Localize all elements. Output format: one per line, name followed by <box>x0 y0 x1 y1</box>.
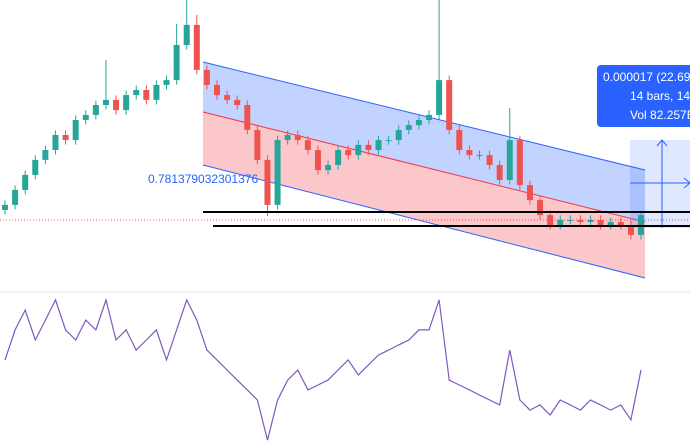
candle-body <box>456 129 463 150</box>
candle-body <box>325 165 332 171</box>
candle-body <box>466 150 473 156</box>
annotation: 0.781379032301376 <box>148 172 258 186</box>
candle-body <box>203 69 210 85</box>
candle-body <box>557 219 564 225</box>
candle-body <box>264 159 271 205</box>
candle-body <box>516 140 523 186</box>
candle-body <box>32 159 39 175</box>
candle-body <box>607 222 614 225</box>
candle-body <box>385 140 392 142</box>
rsi-line <box>4 297 642 441</box>
candle-body <box>113 99 120 111</box>
candle-body <box>123 95 130 111</box>
rsi-pane <box>4 297 642 441</box>
candle-body <box>284 135 291 141</box>
candle-body <box>214 84 220 96</box>
candle-body <box>627 225 634 235</box>
candle-body <box>506 140 513 180</box>
candle-body <box>375 140 382 150</box>
candle-body <box>193 24 200 70</box>
channel-upper <box>203 62 645 222</box>
candle-body <box>102 99 109 105</box>
candle-body <box>335 150 342 165</box>
candle-body <box>395 129 402 141</box>
channel-top-line <box>202 61 646 171</box>
tooltip-text: 14 bars, 14c <box>630 89 690 103</box>
measure-box <box>630 140 690 228</box>
candle-body <box>12 189 19 205</box>
channel-lower <box>203 112 645 278</box>
candle-body <box>224 95 231 100</box>
candle-body <box>254 129 261 160</box>
candle-body <box>42 150 49 160</box>
candle-body <box>153 84 160 100</box>
candle-body <box>52 135 59 150</box>
candle-body <box>92 105 99 115</box>
tooltip-text: 0.000017 (22.69 <box>603 70 690 84</box>
tooltip-text: Vol 82.257B <box>630 108 690 122</box>
candle-body <box>415 120 422 126</box>
tooltip-box <box>597 65 690 127</box>
candles <box>2 0 644 240</box>
candle-body <box>597 219 604 225</box>
candle-body <box>355 144 362 156</box>
candle-body <box>345 150 352 156</box>
candle-body <box>82 114 89 120</box>
channel-mid-line <box>202 111 646 223</box>
candle-body <box>294 135 301 141</box>
candle-body <box>577 219 584 222</box>
candle-body <box>62 135 69 141</box>
candle-body <box>486 155 493 165</box>
candle-body <box>526 185 533 201</box>
candle-body <box>244 105 251 130</box>
candle-body <box>617 222 624 225</box>
candle-body <box>436 80 443 115</box>
candle-body <box>173 45 180 81</box>
candle-body <box>304 140 311 150</box>
candle-body <box>496 165 503 180</box>
candle-body <box>587 219 594 222</box>
candle-body <box>183 24 190 45</box>
candle-body <box>2 204 8 210</box>
candle-body <box>567 219 574 221</box>
measure-arrow <box>683 177 690 189</box>
candle-body <box>365 144 372 150</box>
candle-body <box>274 140 281 205</box>
candle-body <box>314 150 321 171</box>
candle-body <box>547 215 554 225</box>
candle-body <box>143 90 150 100</box>
candle-body <box>476 155 483 157</box>
measure-arrow <box>656 139 668 147</box>
candle-body <box>426 114 432 120</box>
candle-body <box>22 174 29 190</box>
candle-body <box>446 80 453 130</box>
candle-body <box>405 125 412 130</box>
candle-body <box>72 120 79 141</box>
candle-body <box>163 80 170 85</box>
candle-body <box>537 200 544 216</box>
candle-body <box>234 99 241 105</box>
candle-body <box>133 90 140 96</box>
